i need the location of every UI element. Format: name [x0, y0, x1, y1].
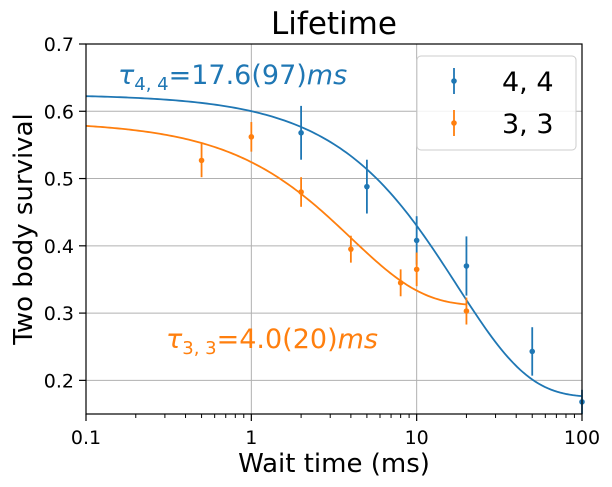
y-tick-label: 0.6 [44, 101, 74, 123]
data-point [348, 246, 354, 252]
fit-annotation-1: τ4, 4=17.6(97)ms [118, 60, 347, 95]
tau-value: =4.0(20) [217, 324, 338, 355]
tau-unit: ms [338, 324, 378, 355]
x-axis-ticks: 0.1 1 10 100 [71, 414, 600, 449]
x-tick-label: 1 [245, 427, 257, 449]
y-tick-label: 0.2 [44, 370, 74, 392]
data-point [413, 266, 420, 273]
data-points [198, 105, 585, 414]
y-axis-ticks: 0.2 0.3 0.4 0.5 0.6 0.7 [44, 34, 86, 392]
fit-curve-1 [85, 95, 583, 398]
legend-marker-dot [451, 120, 457, 126]
tau-symbol: τ [166, 324, 183, 355]
data-point [397, 280, 404, 286]
x-tick-label: 10 [405, 427, 429, 449]
data-point [463, 308, 470, 314]
x-axis-title: Wait time (ms) [238, 449, 430, 479]
data-point [463, 263, 470, 269]
tau-symbol: τ [118, 60, 135, 91]
data-point [364, 183, 370, 190]
data-point [298, 189, 304, 195]
x-tick-label: 100 [564, 427, 600, 449]
data-point [529, 348, 536, 355]
y-tick-label: 0.5 [44, 169, 74, 191]
y-tick-label: 0.4 [44, 236, 74, 258]
legend: 4, 4 3, 3 [416, 55, 577, 151]
data-point [198, 157, 205, 164]
plot-frame [85, 43, 583, 415]
legend-marker-dot [451, 78, 457, 84]
y-tick-label: 0.3 [44, 303, 74, 325]
y-tick-label: 0.7 [44, 34, 74, 56]
chart-title: Lifetime [271, 6, 397, 42]
tau-subscript: 3, 3 [182, 338, 216, 359]
y-axis-title: Two body survival [9, 113, 39, 345]
data-point [248, 134, 255, 140]
x-tick-label: 0.1 [71, 427, 101, 449]
data-point [413, 237, 420, 244]
legend-label: 3, 3 [502, 109, 554, 140]
tau-value: =17.6(97) [169, 60, 307, 91]
legend-box [416, 55, 577, 151]
tau-subscript: 4, 4 [134, 74, 168, 95]
fit-annotation-2: τ3, 3=4.0(20)ms [166, 324, 378, 359]
tau-unit: ms [307, 60, 347, 91]
data-point [298, 130, 304, 136]
legend-label: 4, 4 [502, 67, 554, 98]
